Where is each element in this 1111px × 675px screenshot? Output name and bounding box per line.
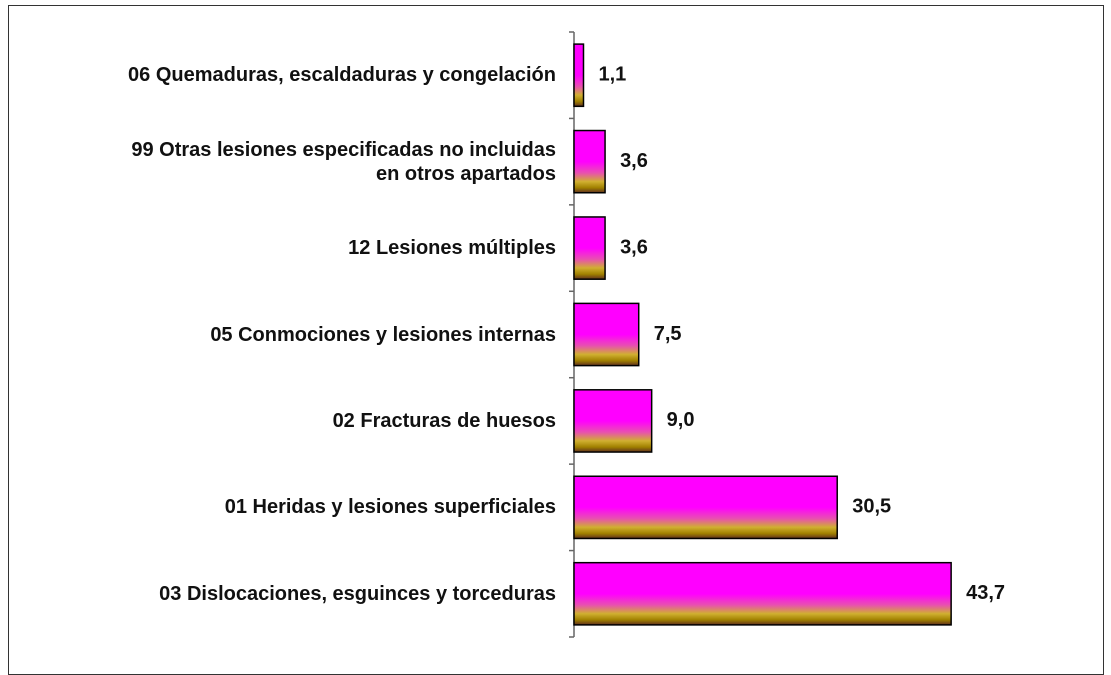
category-label: 03 Dislocaciones, esguinces y torceduras [159, 582, 556, 605]
bar [573, 475, 838, 540]
value-label: 7,5 [654, 323, 682, 345]
value-label: 43,7 [966, 582, 1005, 604]
value-label: 1,1 [598, 63, 626, 85]
category-label: 01 Heridas y lesiones superficiales [224, 496, 556, 519]
bar [573, 561, 952, 626]
value-label: 3,6 [620, 150, 648, 172]
bar [573, 389, 653, 453]
category-label: 06 Quemaduras, escaldaduras y congelació… [128, 64, 556, 87]
value-label: 30,5 [852, 496, 891, 518]
bar [573, 43, 585, 108]
value-label: 3,6 [620, 236, 648, 258]
bar [573, 302, 640, 367]
category-label: 99 Otras lesiones especificadas no inclu… [131, 138, 556, 185]
category-label: 02 Fracturas de huesos [332, 409, 556, 432]
category-label: 12 Lesiones múltiples [348, 237, 556, 260]
value-label: 9,0 [667, 409, 695, 431]
bar [573, 129, 606, 194]
category-label: 05 Conmociones y lesiones internas [210, 323, 556, 346]
bar [573, 216, 606, 280]
